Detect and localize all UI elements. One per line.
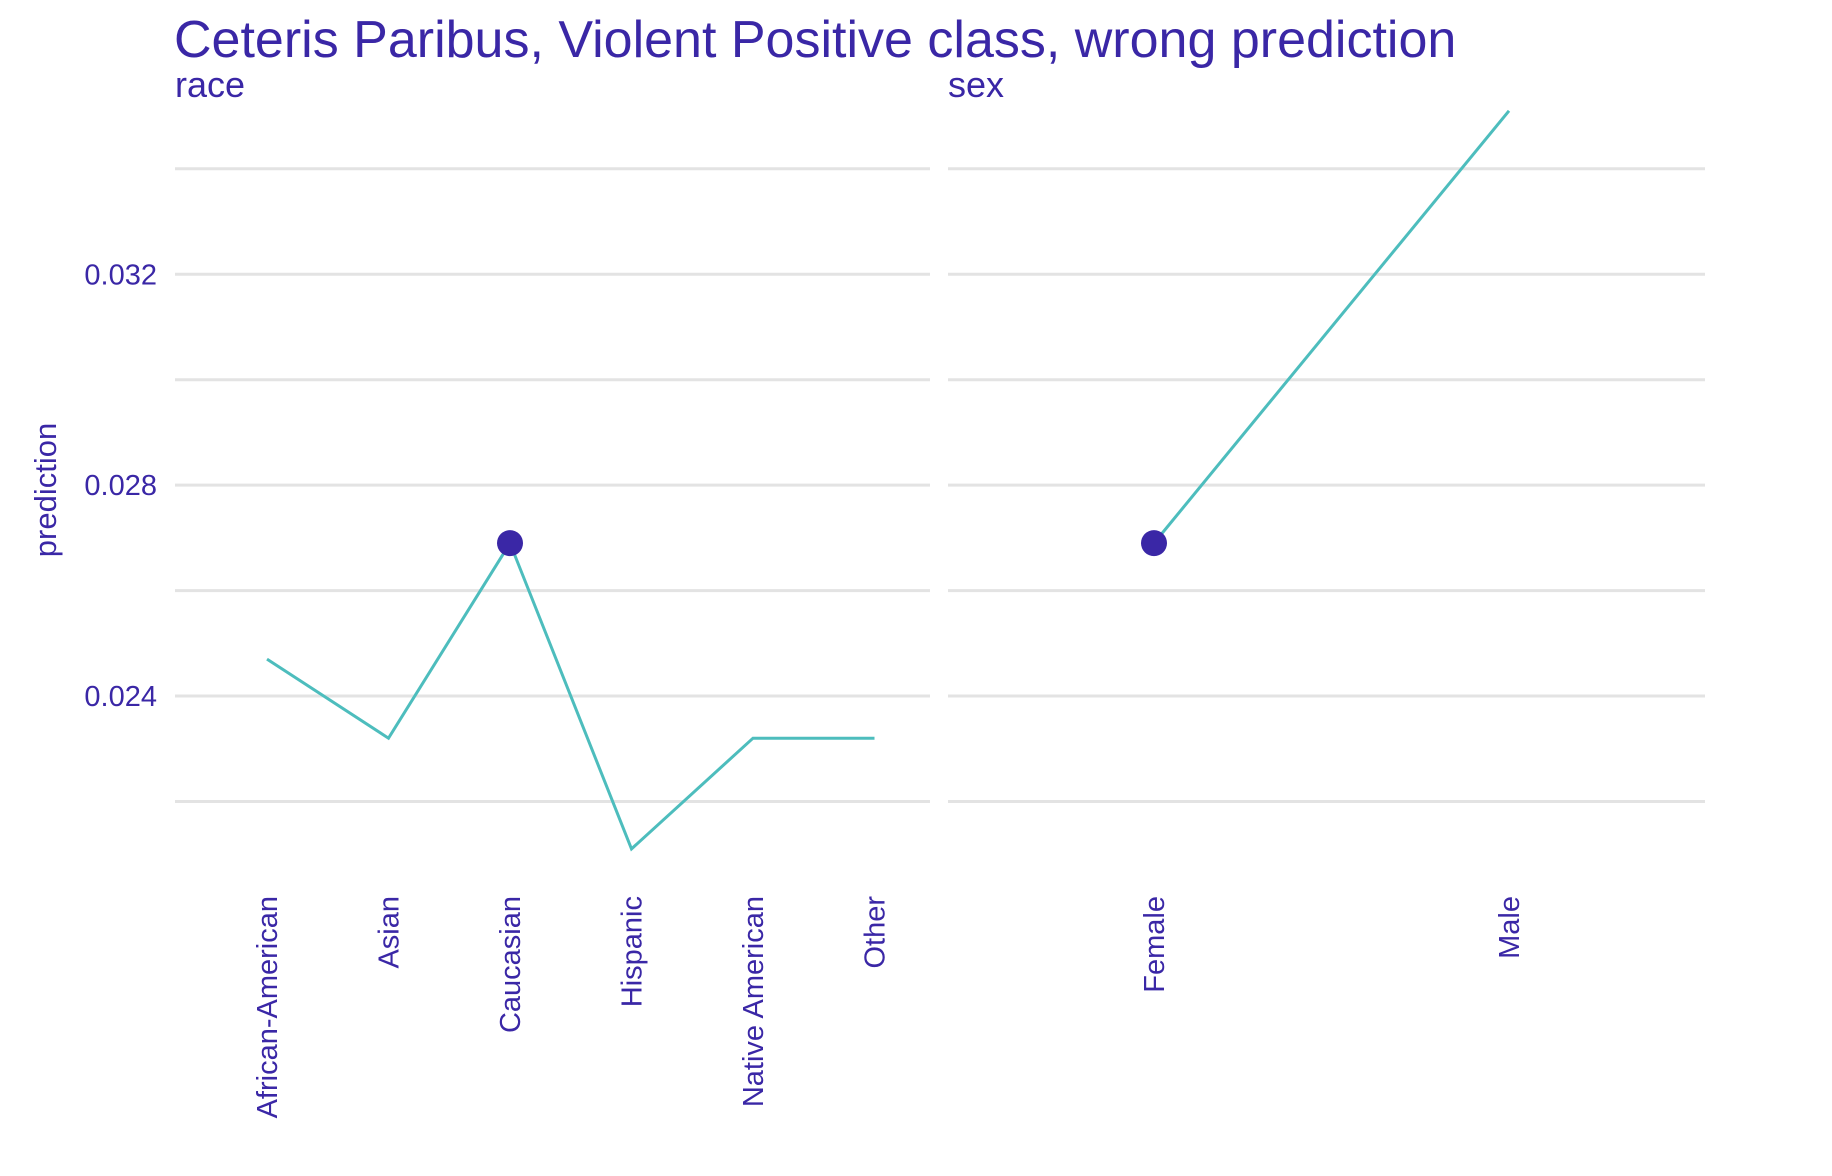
panel-strip-label: sex [948, 64, 1004, 105]
panel-sex: sex Female Male [948, 64, 1705, 993]
observation-point [497, 530, 523, 557]
chart-title: Ceteris Paribus, Violent Positive class,… [174, 11, 1456, 69]
panel-race: race African-American Asian Caucasian Hispan… [175, 64, 930, 1118]
profile-line-race [266, 539, 875, 852]
x-tick-label: Other [860, 896, 892, 969]
x-tick-label: Asian [374, 896, 406, 969]
y-tick-label: 0.024 [84, 681, 157, 713]
observation-point [1141, 530, 1167, 557]
y-tick-label: 0.028 [84, 470, 157, 502]
panel-strip-label: race [175, 64, 245, 105]
x-tick-label: Female [1139, 896, 1171, 993]
x-tick-label: Male [1494, 896, 1526, 959]
x-tick-label: Hispanic [617, 896, 649, 1007]
x-tick-label: Native American [738, 896, 770, 1107]
panels: race African-American Asian Caucasian Hispan… [175, 64, 1705, 1118]
y-axis-label: prediction [28, 423, 63, 557]
x-tick-label: African-American [252, 896, 284, 1118]
y-ticks: 0.024 0.028 0.032 [84, 259, 157, 713]
profile-line-sex [1152, 109, 1511, 545]
x-tick-label: Caucasian [495, 896, 527, 1033]
y-tick-label: 0.032 [84, 259, 157, 291]
